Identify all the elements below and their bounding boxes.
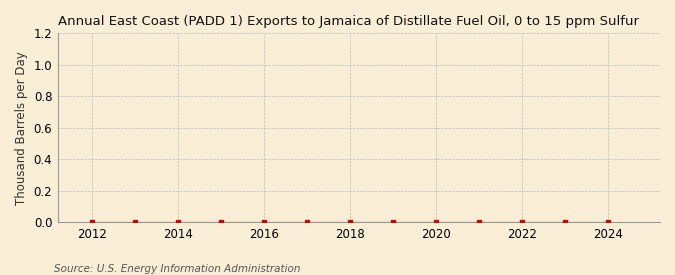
Y-axis label: Thousand Barrels per Day: Thousand Barrels per Day bbox=[15, 51, 28, 205]
Text: Source: U.S. Energy Information Administration: Source: U.S. Energy Information Administ… bbox=[54, 264, 300, 274]
Text: Annual East Coast (PADD 1) Exports to Jamaica of Distillate Fuel Oil, 0 to 15 pp: Annual East Coast (PADD 1) Exports to Ja… bbox=[58, 15, 639, 28]
